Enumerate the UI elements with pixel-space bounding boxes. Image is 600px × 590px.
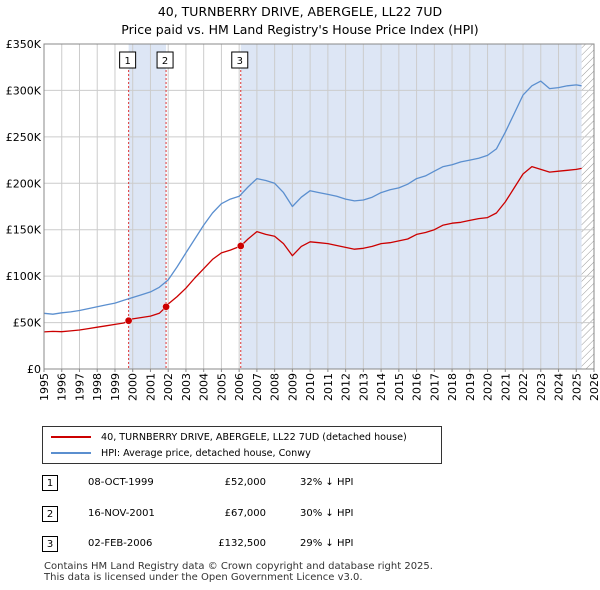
- y-tick-label: £200K: [6, 177, 42, 190]
- x-tick-label: 1997: [73, 373, 86, 401]
- x-tick-label: 2023: [535, 373, 548, 401]
- x-tick-label: 2002: [162, 373, 175, 401]
- sale-marker-label-2: 2: [162, 56, 168, 67]
- legend: 40, TURNBERRY DRIVE, ABERGELE, LL22 7UD …: [42, 426, 442, 464]
- sale-marker-label-1: 1: [124, 56, 130, 67]
- x-tick-label: 2016: [411, 373, 424, 401]
- legend-swatch-hpi: [51, 452, 91, 454]
- ownership-shade-1: [129, 44, 166, 369]
- sale-hpi-diff: 30% ↓ HPI: [300, 508, 353, 519]
- legend-label-property: 40, TURNBERRY DRIVE, ABERGELE, LL22 7UD …: [101, 432, 407, 443]
- sale-date: 08-OCT-1999: [88, 477, 154, 488]
- x-tick-label: 2009: [286, 373, 299, 401]
- y-tick-label: £50K: [13, 317, 42, 330]
- x-tick-label: 1995: [38, 373, 51, 401]
- x-tick-label: 2017: [428, 373, 441, 401]
- forecast-hatch: [582, 44, 594, 369]
- x-tick-label: 2012: [340, 373, 353, 401]
- y-tick-label: £300K: [6, 84, 42, 97]
- y-tick-label: £100K: [6, 270, 42, 283]
- x-tick-label: 2005: [215, 373, 228, 401]
- y-tick-label: £150K: [6, 224, 42, 237]
- x-tick-label: 2013: [357, 373, 370, 401]
- x-tick-label: 1998: [91, 373, 104, 401]
- x-tick-label: 2010: [304, 373, 317, 401]
- x-tick-label: 2024: [553, 373, 566, 401]
- sale-row-2: 2 16-NOV-2001 £67,000 30% ↓ HPI: [42, 506, 462, 524]
- x-tick-label: 2019: [464, 373, 477, 401]
- x-tick-label: 2004: [198, 373, 211, 401]
- sale-price: £52,000: [190, 477, 266, 488]
- sale-number-badge: 3: [42, 536, 58, 552]
- sale-hpi-diff: 32% ↓ HPI: [300, 477, 353, 488]
- x-tick-label: 2011: [322, 373, 335, 401]
- x-tick-label: 2018: [446, 373, 459, 401]
- x-tick-label: 2022: [517, 373, 530, 401]
- x-tick-label: 1996: [56, 373, 69, 401]
- legend-item-hpi: HPI: Average price, detached house, Conw…: [51, 446, 311, 460]
- y-tick-label: £250K: [6, 131, 42, 144]
- sale-row-3: 3 02-FEB-2006 £132,500 29% ↓ HPI: [42, 536, 462, 554]
- x-tick-label: 2014: [375, 373, 388, 401]
- footer-license: This data is licensed under the Open Gov…: [44, 572, 433, 583]
- legend-label-hpi: HPI: Average price, detached house, Conw…: [101, 448, 311, 459]
- sale-date: 16-NOV-2001: [88, 508, 155, 519]
- x-tick-label: 2006: [233, 373, 246, 401]
- sale-hpi-diff: 29% ↓ HPI: [300, 538, 353, 549]
- x-tick-label: 2021: [499, 373, 512, 401]
- x-tick-label: 2026: [588, 373, 600, 401]
- sale-number-badge: 2: [42, 506, 58, 522]
- x-tick-label: 2020: [482, 373, 495, 401]
- y-tick-label: £350K: [6, 38, 42, 51]
- sale-row-1: 1 08-OCT-1999 £52,000 32% ↓ HPI: [42, 475, 462, 493]
- sale-price: £67,000: [190, 508, 266, 519]
- sale-point-1: [125, 317, 132, 324]
- x-tick-label: 1999: [109, 373, 122, 401]
- x-tick-label: 2001: [144, 373, 157, 401]
- sale-point-2: [162, 303, 169, 310]
- sale-price: £132,500: [190, 538, 266, 549]
- x-tick-label: 2015: [393, 373, 406, 401]
- sale-marker-label-3: 3: [237, 56, 243, 67]
- x-tick-label: 2008: [269, 373, 282, 401]
- x-tick-label: 2000: [127, 373, 140, 401]
- sale-point-3: [237, 242, 244, 249]
- footer: Contains HM Land Registry data © Crown c…: [44, 561, 433, 583]
- sale-number-badge: 1: [42, 475, 58, 491]
- x-tick-label: 2007: [251, 373, 264, 401]
- x-tick-label: 2003: [180, 373, 193, 401]
- legend-swatch-property: [51, 436, 91, 438]
- legend-item-property: 40, TURNBERRY DRIVE, ABERGELE, LL22 7UD …: [51, 430, 407, 444]
- x-tick-label: 2025: [570, 373, 583, 401]
- sale-date: 02-FEB-2006: [88, 538, 152, 549]
- footer-copyright: Contains HM Land Registry data © Crown c…: [44, 561, 433, 572]
